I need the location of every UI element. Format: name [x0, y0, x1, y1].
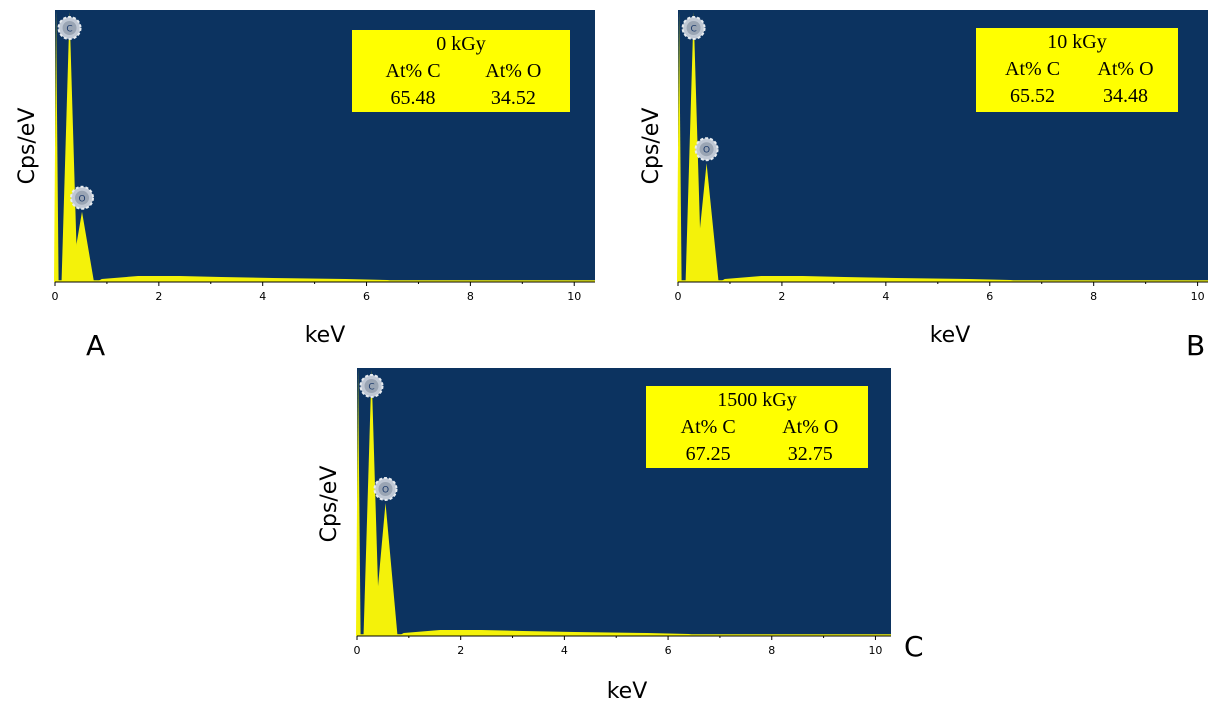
chart-panel-a: C O 0 2 4 6 8 10 Cps/eV keV A 0 kGy At% C At% O 65.48 3… — [0, 0, 610, 362]
x-axis-label: keV — [930, 323, 971, 348]
element-marker-o: O — [694, 137, 719, 162]
element-marker-c: C — [681, 16, 706, 40]
value-oxygen: 32.75 — [788, 443, 833, 465]
y-axis-label: Cps/eV — [639, 108, 664, 185]
x-axis-label: keV — [607, 679, 648, 703]
x-tick-label: 6 — [986, 290, 993, 303]
value-oxygen: 34.52 — [491, 87, 536, 109]
x-tick-label: 0 — [354, 644, 361, 657]
peak-o — [373, 503, 398, 636]
zero-peak — [54, 10, 59, 282]
peak-o — [70, 211, 94, 282]
x-tick-label: 2 — [155, 290, 162, 303]
composition-table: 0 kGy At% C At% O 65.48 34.52 — [352, 30, 570, 112]
value-oxygen: 34.48 — [1103, 85, 1148, 107]
header-oxygen: At% O — [782, 416, 838, 438]
x-axis-label: keV — [305, 323, 346, 348]
peak-o — [694, 163, 719, 282]
element-marker-o: O — [70, 185, 94, 210]
composition-table-bg — [352, 30, 570, 112]
value-carbon: 65.48 — [391, 87, 436, 109]
element-marker-label: C — [690, 25, 696, 35]
x-tick-label: 8 — [1090, 290, 1097, 303]
spectrum-chart-b: C O 0 2 4 6 8 10 Cps/eV keV B 10 kGy At% C At% O 65.52… — [639, 10, 1208, 362]
element-marker-label: C — [368, 383, 374, 393]
x-tick-label: 4 — [259, 290, 266, 303]
header-oxygen: At% O — [1097, 58, 1153, 80]
x-tick-label: 10 — [567, 290, 581, 303]
chart-panel-c: C O 0 2 4 6 8 10 Cps/eV keV C 1500 kGy At% C At% O 67.… — [300, 362, 930, 703]
zero-peak — [356, 368, 361, 636]
composition-table: 1500 kGy At% C At% O 67.25 32.75 — [646, 386, 868, 468]
panel-letter: A — [86, 329, 105, 362]
dose-title: 10 kGy — [1047, 31, 1106, 53]
value-carbon: 65.52 — [1010, 85, 1055, 107]
dose-title: 1500 kGy — [717, 389, 796, 411]
x-tick-label: 4 — [561, 644, 568, 657]
composition-table-bg — [976, 28, 1178, 112]
chart-panel-b: C O 0 2 4 6 8 10 Cps/eV keV B 10 kGy At% C At% O 65.52… — [620, 0, 1211, 362]
panel-letter: C — [904, 630, 924, 663]
peak-c — [61, 12, 78, 282]
element-marker-label: O — [382, 486, 389, 496]
header-carbon: At% C — [1005, 58, 1060, 80]
peak-c — [685, 12, 702, 282]
element-marker-label: C — [66, 25, 72, 35]
x-tick-label: 4 — [882, 290, 889, 303]
x-tick-label: 8 — [768, 644, 775, 657]
element-marker-c: C — [57, 16, 82, 40]
x-tick-label: 2 — [457, 644, 464, 657]
header-carbon: At% C — [386, 60, 441, 82]
element-marker-o: O — [373, 477, 398, 501]
zero-peak — [677, 10, 682, 282]
x-tick-label: 6 — [363, 290, 370, 303]
spectrum-chart-a: C O 0 2 4 6 8 10 Cps/eV keV A 0 kGy At% C At% O 65.48 3… — [15, 10, 595, 362]
header-oxygen: At% O — [485, 60, 541, 82]
composition-table: 10 kGy At% C At% O 65.52 34.48 — [976, 28, 1178, 112]
x-tick-label: 0 — [675, 290, 682, 303]
panel-letter: B — [1186, 329, 1205, 362]
element-marker-label: O — [78, 194, 85, 204]
y-axis-label: Cps/eV — [15, 108, 40, 185]
value-carbon: 67.25 — [686, 443, 731, 465]
x-tick-label: 2 — [778, 290, 785, 303]
x-tick-label: 6 — [665, 644, 672, 657]
x-tick-label: 10 — [1191, 290, 1205, 303]
x-tick-label: 10 — [868, 644, 882, 657]
peak-c — [363, 370, 380, 636]
y-axis-label: Cps/eV — [317, 466, 342, 543]
dose-title: 0 kGy — [436, 33, 485, 55]
spectrum-chart-c: C O 0 2 4 6 8 10 Cps/eV keV C 1500 kGy At% C At% O 67.… — [317, 368, 924, 703]
x-tick-label: 0 — [52, 290, 59, 303]
element-marker-label: O — [703, 146, 710, 156]
element-marker-c: C — [359, 374, 384, 398]
composition-table-bg — [646, 386, 868, 468]
x-tick-label: 8 — [467, 290, 474, 303]
header-carbon: At% C — [681, 416, 736, 438]
